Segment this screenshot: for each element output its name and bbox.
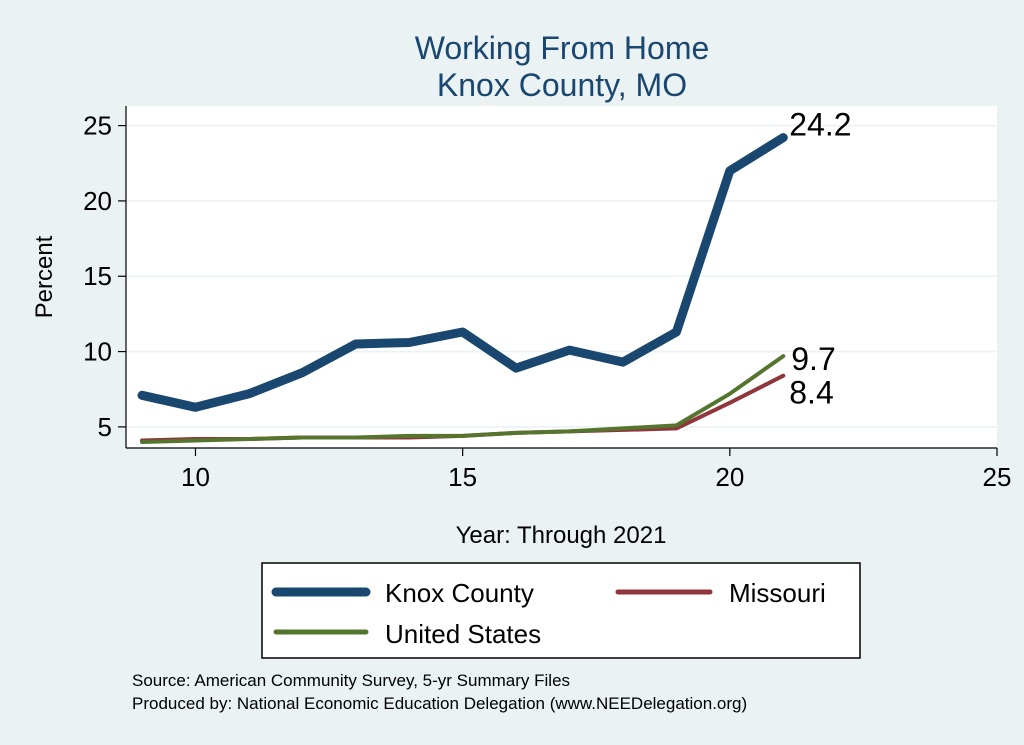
y-tick-label: 10 (83, 337, 112, 367)
x-tick-label: 25 (983, 462, 1012, 492)
axes: 5 10 15 20 25 10 15 20 25 (83, 106, 1011, 492)
source-note: Source: American Community Survey, 5-yr … (132, 671, 570, 690)
legend-box (261, 562, 861, 659)
y-tick-label: 5 (98, 412, 112, 442)
chart-subtitle: Knox County, MO (437, 67, 687, 103)
x-tick-label: 10 (181, 462, 210, 492)
y-tick-label: 20 (83, 186, 112, 216)
producer-note: Produced by: National Economic Education… (132, 694, 747, 713)
series-group (137, 133, 788, 444)
legend-label-united-states: United States (385, 619, 541, 649)
end-label-missouri: 8.4 (789, 375, 833, 411)
legend-label-knox-county: Knox County (385, 578, 534, 608)
x-tick-label: 20 (715, 462, 744, 492)
end-labels: 24.2 8.49.7 (789, 107, 851, 411)
chart-title: Working From Home (415, 30, 710, 66)
x-axis-label: Year: Through 2021 (456, 522, 667, 549)
end-label-united-states: 9.7 (791, 341, 835, 377)
y-axis-label: Percent (31, 235, 58, 318)
y-tick-label: 25 (83, 111, 112, 141)
legend: Knox County Missouri United States (261, 562, 861, 659)
series-line-knox-county (137, 133, 788, 412)
series-line-united-states (140, 354, 786, 444)
end-label-knox-county: 24.2 (789, 107, 851, 143)
y-tick-label: 15 (83, 261, 112, 291)
legend-label-missouri: Missouri (729, 578, 826, 608)
x-tick-label: 15 (448, 462, 477, 492)
